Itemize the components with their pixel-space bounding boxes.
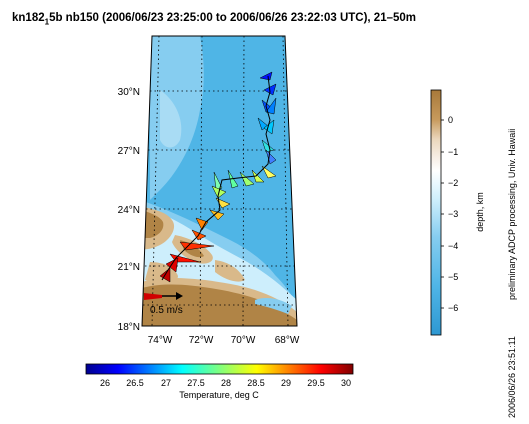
title-subscript: 1 xyxy=(44,17,50,27)
map-panel: 0.5 m/s 18°N 21°N 24°N 27°N 30°N 74°W 72… xyxy=(118,35,300,346)
vector xyxy=(239,171,255,187)
depth-colorbar-label: depth, km xyxy=(475,192,485,232)
temperature-colorbar-ramp xyxy=(85,363,354,375)
depth-tick: −5 xyxy=(448,272,458,282)
lon-label: 74°W xyxy=(148,335,173,346)
map-frame xyxy=(141,35,298,327)
scale-arrow-vector xyxy=(144,293,162,300)
temperature-tick-labels: 26 26.5 27 27.5 28 28.5 29 29.5 30 xyxy=(100,378,351,388)
bathymetry xyxy=(142,36,297,326)
grid-lon-70 xyxy=(242,35,245,327)
depth-colorbar: 0 −1 −2 −3 −4 −5 −6 depth, km xyxy=(430,89,485,336)
depth-tick: −3 xyxy=(448,209,458,219)
depth-ticks xyxy=(441,119,444,309)
depth-tick-labels: 0 −1 −2 −3 −4 −5 −6 xyxy=(448,115,458,313)
processing-credit: preliminary ADCP processing, Univ. Hawai… xyxy=(507,129,517,300)
depth-tick: −4 xyxy=(448,241,458,251)
temp-tick: 28 xyxy=(221,378,231,388)
lat-labels: 18°N 21°N 24°N 27°N 30°N xyxy=(118,87,140,333)
lat-label: 24°N xyxy=(118,205,140,216)
title-cruise: kn182 xyxy=(12,12,45,24)
timestamp: 2006/06/26 23:51:11 xyxy=(507,336,517,418)
cruise-track xyxy=(161,75,271,281)
scale-arrow-head xyxy=(176,292,183,300)
depth-tick: −1 xyxy=(448,147,458,157)
vector xyxy=(195,217,209,231)
temp-tick: 26 xyxy=(100,378,110,388)
lon-label: 68°W xyxy=(275,335,300,346)
temperature-colorbar: 26 26.5 27 27.5 28 28.5 29 29.5 30 Tempe… xyxy=(85,363,354,400)
depth-tick: −6 xyxy=(448,303,458,313)
temp-tick: 30 xyxy=(341,378,351,388)
depth-colorbar-ramp xyxy=(430,89,442,336)
temp-tick: 29 xyxy=(281,378,291,388)
lat-label: 18°N xyxy=(118,322,140,333)
lon-label: 72°W xyxy=(189,335,214,346)
vector xyxy=(259,71,273,81)
scale-arrow: 0.5 m/s xyxy=(144,292,183,316)
depth-tick: 0 xyxy=(448,115,453,125)
current-vectors xyxy=(159,71,277,283)
scale-label: 0.5 m/s xyxy=(150,305,183,316)
bank-1 xyxy=(143,210,164,238)
lon-label: 70°W xyxy=(231,335,256,346)
temp-tick: 29.5 xyxy=(307,378,325,388)
lat-label: 30°N xyxy=(118,87,140,98)
vector xyxy=(265,149,277,165)
shallow-patch xyxy=(160,90,182,148)
plot-title: kn18215b nb150 (2006/06/23 23:25:00 to 2… xyxy=(12,12,416,26)
lat-label: 21°N xyxy=(118,262,140,273)
depth-tick: −2 xyxy=(448,178,458,188)
grid-lon-74 xyxy=(151,35,160,327)
temperature-colorbar-label: Temperature, deg C xyxy=(179,390,259,400)
vector xyxy=(265,97,277,115)
bank-shallow-4 xyxy=(215,260,245,282)
temp-tick: 28.5 xyxy=(247,378,265,388)
temp-tick: 27 xyxy=(161,378,171,388)
vector xyxy=(179,241,215,251)
grid-lon-72 xyxy=(199,35,203,327)
lon-labels: 74°W 72°W 70°W 68°W xyxy=(148,335,300,346)
vector xyxy=(165,257,179,273)
grid-lon-68 xyxy=(282,35,289,327)
temp-tick: 26.5 xyxy=(126,378,144,388)
inlet xyxy=(255,298,292,314)
temp-tick: 27.5 xyxy=(187,378,205,388)
lat-label: 27°N xyxy=(118,146,140,157)
vector xyxy=(261,165,277,179)
title-rest: 5b nb150 (2006/06/23 23:25:00 to 2006/06… xyxy=(49,12,417,24)
